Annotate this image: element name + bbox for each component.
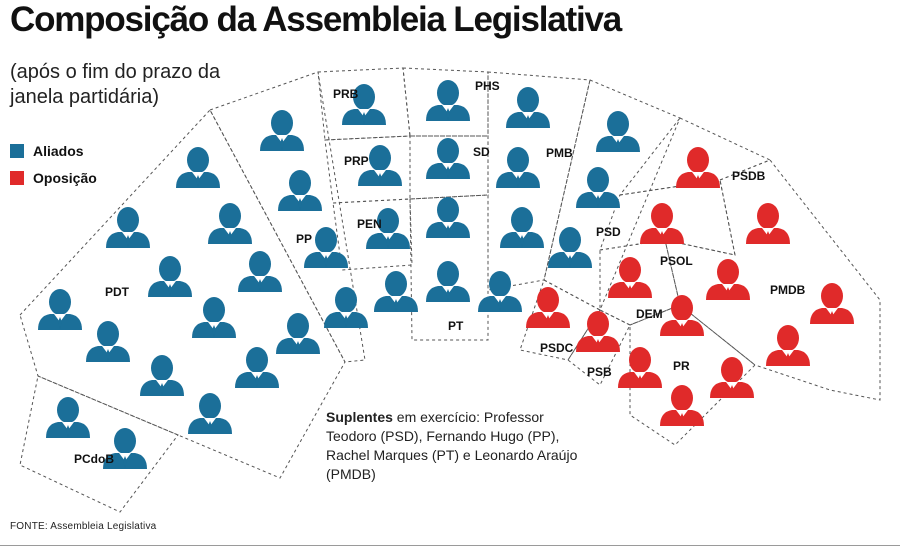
party-block-pcdob <box>19 375 179 513</box>
party-label-pmdb: PMDB <box>770 283 806 297</box>
party-block-prp <box>324 135 411 204</box>
seat-pp-4 <box>324 287 368 328</box>
seat-pdt-4 <box>38 289 82 330</box>
substitutes-note-text: em exercício: Professor Teodoro (PSD), F… <box>326 409 578 482</box>
party-block-pen <box>332 198 413 271</box>
seat-pr-2 <box>618 347 662 388</box>
seat-pcdob-1 <box>46 397 90 438</box>
chart-subtitle: (após o fim do prazo da janela partidári… <box>10 61 221 108</box>
party-block-psdc <box>519 279 601 361</box>
party-block-psdb <box>618 117 772 196</box>
party-block-sd <box>409 135 489 200</box>
seat-pdt-5 <box>148 256 192 297</box>
seat-pr-1 <box>660 295 704 336</box>
seat-dem-1 <box>608 257 652 298</box>
seat-phs-1 <box>426 80 470 121</box>
substitutes-note-lead: Suplentes <box>326 409 393 425</box>
party-label-sd: SD <box>473 145 490 159</box>
legend-item-aliados: Aliados <box>10 143 84 159</box>
party-label-pr: PR <box>673 359 690 373</box>
party-block-pdt <box>19 109 346 479</box>
party-label-prp: PRP <box>344 154 369 168</box>
party-label-pmb: PMB <box>546 146 573 160</box>
bottom-rule <box>0 545 900 546</box>
legend-label-oposicao: Oposição <box>33 170 97 186</box>
seat-psd-3 <box>548 227 592 268</box>
party-label-pen: PEN <box>357 217 382 231</box>
party-block-pt <box>409 194 489 341</box>
seat-pmdb-4 <box>766 325 810 366</box>
party-label-psd: PSD <box>596 225 621 239</box>
legend-swatch-oposicao <box>10 171 24 185</box>
source-credit: FONTE: Assembleia Legislativa <box>10 521 157 532</box>
seat-pp-2 <box>278 170 322 211</box>
party-block-pmdb <box>664 159 881 401</box>
seat-pmb-1 <box>506 87 550 128</box>
seat-pp-5 <box>374 271 418 312</box>
seat-pp-3 <box>304 227 348 268</box>
party-label-prb: PRB <box>333 87 359 101</box>
seat-pmb-4 <box>478 271 522 312</box>
seat-pdt-11 <box>235 347 279 388</box>
seat-pr-3 <box>710 357 754 398</box>
party-label-psdb: PSDB <box>732 169 766 183</box>
seat-pdt-9 <box>276 313 320 354</box>
seat-pdt-12 <box>188 393 232 434</box>
legend-item-oposicao: Oposição <box>10 170 97 186</box>
party-block-phs <box>402 67 489 137</box>
legend-swatch-aliados <box>10 144 24 158</box>
seat-pcdob-2 <box>103 428 147 469</box>
seat-prb-1 <box>342 84 386 125</box>
seat-pdt-6 <box>238 251 282 292</box>
party-label-pcdob: PCdoB <box>74 452 114 466</box>
party-label-psol: PSOL <box>660 254 693 268</box>
substitutes-note: Suplentes em exercício: Professor Teodor… <box>326 408 586 484</box>
seat-psb-1 <box>576 311 620 352</box>
seat-pt-2 <box>426 261 470 302</box>
seat-pdt-1 <box>176 147 220 188</box>
seat-pen-1 <box>366 208 410 249</box>
seat-pmdb-2 <box>706 259 750 300</box>
seat-pmb-2 <box>496 147 540 188</box>
party-label-dem: DEM <box>636 307 663 321</box>
seat-pdt-10 <box>140 355 184 396</box>
seat-psol-1 <box>640 203 684 244</box>
seat-pp-1 <box>260 110 304 151</box>
party-label-pp: PP <box>296 232 312 246</box>
seat-psdc-1 <box>526 287 570 328</box>
seat-psd-2 <box>576 167 620 208</box>
party-label-psb: PSB <box>587 365 612 379</box>
party-label-pdt: PDT <box>105 285 130 299</box>
seat-psd-1 <box>596 111 640 152</box>
seat-pdt-8 <box>86 321 130 362</box>
seat-sd-1 <box>426 138 470 179</box>
seat-pdt-2 <box>106 207 150 248</box>
party-label-pt: PT <box>448 319 464 333</box>
party-block-prb <box>317 67 411 141</box>
party-label-phs: PHS <box>475 79 500 93</box>
seat-pmdb-5 <box>660 385 704 426</box>
seat-prp-1 <box>358 145 402 186</box>
party-label-psdc: PSDC <box>540 341 574 355</box>
seat-pt-1 <box>426 197 470 238</box>
seat-pmdb-3 <box>810 283 854 324</box>
seat-psdb-1 <box>676 147 720 188</box>
legend-label-aliados: Aliados <box>33 143 84 159</box>
seat-pdt-3 <box>208 203 252 244</box>
chart-title: Composição da Assembleia Legislativa <box>10 0 622 39</box>
seat-pmdb-1 <box>746 203 790 244</box>
seat-pdt-7 <box>192 297 236 338</box>
seat-pmb-3 <box>500 207 544 248</box>
